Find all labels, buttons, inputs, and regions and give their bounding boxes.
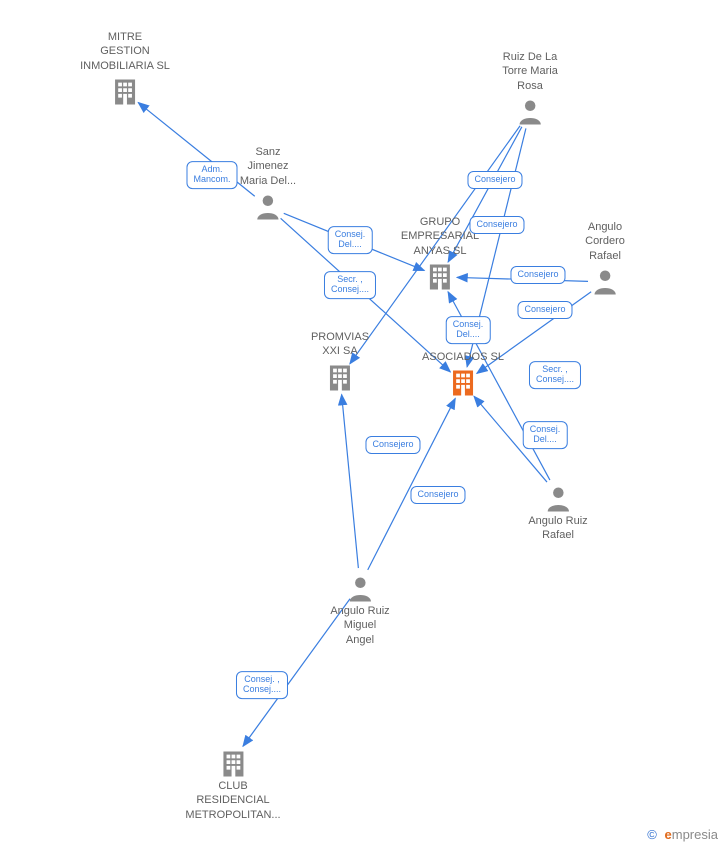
building-icon [401,262,479,292]
building-icon [185,749,280,779]
node-mitre: MITRE GESTION INMOBILIARIA SL [80,30,170,107]
building-icon [422,368,504,398]
node-label: PROMVIAS XXI SA [311,330,369,359]
node-label: ASOCIADOS SL [422,350,504,364]
copyright-symbol: © [647,827,657,842]
person-icon [330,574,389,604]
edge-label: Secr. , Consej.... [324,271,376,299]
edge-line [342,395,359,569]
node-label: Sanz Jimenez Maria Del... [240,145,296,188]
person-icon [528,484,587,514]
node-promvias: PROMVIAS XXI SA [311,330,369,393]
edge-label: Consej. Del.... [446,316,491,344]
person-icon [585,267,625,297]
node-label: MITRE GESTION INMOBILIARIA SL [80,30,170,73]
node-ruiz_rosa: Ruiz De La Torre Maria Rosa [502,50,558,127]
watermark: © empresia [647,827,718,842]
node-label: GRUPO EMPRESARIAL ANYAS SL [401,215,479,258]
edge-label: Consej. , Consej.... [236,671,288,699]
edge-label: Consejero [467,171,522,189]
edge-label: Consej. Del.... [328,226,373,254]
person-icon [240,192,296,222]
node-asociados: ASOCIADOS SL [422,350,504,398]
node-label: Ruiz De La Torre Maria Rosa [502,50,558,93]
edge-label: Consejero [510,266,565,284]
node-angulo_ruiz_m: Angulo Ruiz Miguel Angel [330,570,389,647]
node-label: Angulo Cordero Rafael [585,220,625,263]
node-label: Angulo Ruiz Miguel Angel [330,604,389,647]
edge-label: Consejero [469,216,524,234]
edge-label: Consejero [365,436,420,454]
edge-label: Adm. Mancom. [186,161,237,189]
edge-label: Consej. Del.... [523,421,568,449]
brand-accent: e [665,827,672,842]
building-icon [80,77,170,107]
edge-label: Consejero [517,301,572,319]
building-icon [311,363,369,393]
node-sanz: Sanz Jimenez Maria Del... [240,145,296,222]
node-label: Angulo Ruiz Rafael [528,514,587,543]
edge-label: Consejero [410,486,465,504]
edge-line [368,398,456,569]
node-label: CLUB RESIDENCIAL METROPOLITAN... [185,779,280,822]
edge-label: Secr. , Consej.... [529,361,581,389]
person-icon [502,97,558,127]
edges-layer [0,0,728,850]
brand-rest: mpresia [672,827,718,842]
node-angulo_ruiz_r: Angulo Ruiz Rafael [528,480,587,543]
node-angulo_cordero: Angulo Cordero Rafael [585,220,625,297]
node-grupo: GRUPO EMPRESARIAL ANYAS SL [401,215,479,292]
node-club: CLUB RESIDENCIAL METROPOLITAN... [185,745,280,822]
